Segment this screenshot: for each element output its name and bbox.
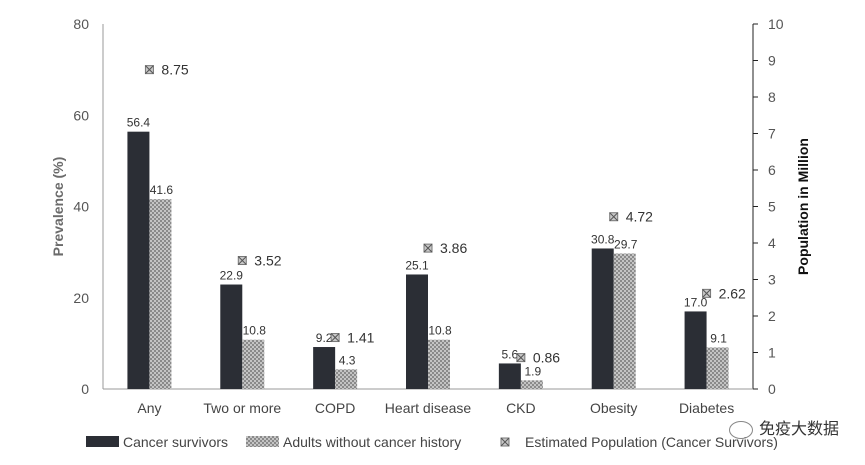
bars: Any 56.4 41.6 Two or more 22.9 10.8 COPD 9.2 4.3… <box>127 116 734 416</box>
estimated-population-marker <box>330 333 340 343</box>
marker-cross <box>516 353 526 362</box>
legend-label-cancer-survivors: Cancer survivors <box>123 434 228 450</box>
bar-value-label: 56.4 <box>127 116 151 130</box>
y-tick-label: 20 <box>73 290 89 306</box>
y2-tick-label: 4 <box>768 235 776 251</box>
bar-value-label: 41.6 <box>150 183 174 197</box>
x-tick-label: Obesity <box>590 400 637 416</box>
estimated-population-marker <box>609 212 619 222</box>
x-tick-label: Two or more <box>203 400 281 416</box>
bar-cancer-survivors <box>684 311 707 389</box>
bar-adults-without-cancer <box>520 380 543 389</box>
y-tick-label: 60 <box>73 107 89 123</box>
marker-value-label: 3.86 <box>440 240 467 256</box>
x-tick-label: Heart disease <box>385 400 472 416</box>
marker-cross <box>330 333 340 342</box>
marker-value-label: 3.52 <box>254 253 281 269</box>
bar-value-label: 4.3 <box>339 353 356 367</box>
bar-cancer-survivors <box>406 274 428 389</box>
marker-value-label: 8.75 <box>161 62 188 78</box>
y2-tick-label: 1 <box>768 345 776 361</box>
y2-tick-label: 2 <box>768 308 776 324</box>
x-tick-label: Any <box>137 400 161 416</box>
y2-tick-label: 0 <box>768 381 776 397</box>
marker-cross <box>423 243 433 253</box>
bar-adults-without-cancer <box>242 339 265 389</box>
bar-value-label: 5.6 <box>502 347 519 361</box>
estimated-population-marker <box>423 243 433 253</box>
bar-cancer-survivors <box>313 347 336 389</box>
bar-cancer-survivors <box>220 284 243 389</box>
marker-value-label: 2.62 <box>719 285 746 301</box>
bar-value-label: 10.8 <box>243 324 267 338</box>
y2-tick-label: 5 <box>768 199 776 215</box>
legend-label-estimated-population: Estimated Population (Cancer Survivors) <box>525 434 778 450</box>
watermark-text: 免疫大数据 <box>758 419 839 438</box>
y2-tick-label: 6 <box>768 162 776 178</box>
bar-adults-without-cancer <box>149 199 172 389</box>
bar-value-label: 9.2 <box>316 331 333 345</box>
bar-adults-without-cancer <box>613 253 636 389</box>
y2-tick-label: 8 <box>768 89 776 105</box>
marker-value-label: 1.41 <box>347 330 374 346</box>
axes: 0 20 40 60 80 0 1 2 3 4 5 6 7 8 9 10 Prevalence (%) Popul… <box>50 16 811 397</box>
marker-cross <box>237 256 247 265</box>
estimated-population-marker <box>144 65 154 75</box>
estimated-population-marker <box>702 288 712 298</box>
marker-cross <box>702 289 711 298</box>
marker-cross <box>145 65 154 74</box>
y2-tick-label: 10 <box>768 16 784 32</box>
estimated-population-marker <box>516 353 526 363</box>
bar-cancer-survivors <box>498 363 521 389</box>
marker-value-label: 0.86 <box>533 350 560 366</box>
legend-swatch-adults-without-cancer <box>246 436 279 447</box>
y-tick-label: 0 <box>81 381 89 397</box>
legend-label-adults-without-cancer: Adults without cancer history <box>283 434 461 450</box>
y-tick-label: 40 <box>73 199 89 215</box>
bar-value-label: 25.1 <box>405 258 429 272</box>
y-axis-title: Prevalence (%) <box>50 157 66 257</box>
bar-value-label: 29.7 <box>614 237 638 251</box>
bar-adults-without-cancer <box>335 369 358 389</box>
x-tick-label: CKD <box>506 400 536 416</box>
markers: 8.75 3.52 1.41 3.86 0.86 4.72 2.62 <box>144 62 746 366</box>
bar-cancer-survivors <box>127 131 150 390</box>
legend-marker-cross <box>500 437 510 447</box>
legend: Cancer survivors Adults without cancer hi… <box>86 434 778 450</box>
y-tick-label: 80 <box>73 16 89 32</box>
x-tick-label: COPD <box>315 400 355 416</box>
legend-swatch-cancer-survivors <box>86 436 119 447</box>
bar-adults-without-cancer <box>428 339 450 389</box>
bar-value-label: 30.8 <box>591 232 615 246</box>
bar-value-label: 17.0 <box>684 295 708 309</box>
marker-value-label: 4.72 <box>626 209 653 225</box>
bar-value-label: 1.9 <box>525 364 542 378</box>
y2-tick-label: 9 <box>768 53 776 69</box>
bar-value-label: 10.8 <box>428 324 452 338</box>
bar-value-label: 9.1 <box>710 331 727 345</box>
x-tick-label: Diabetes <box>679 400 734 416</box>
wechat-icon <box>728 420 753 439</box>
y2-tick-label: 7 <box>768 126 776 142</box>
marker-cross <box>609 212 619 222</box>
watermark: 免疫大数据 <box>728 415 839 439</box>
bar-value-label: 22.9 <box>220 269 244 283</box>
y2-tick-label: 3 <box>768 272 776 288</box>
bar-adults-without-cancer <box>706 347 729 389</box>
bar-cancer-survivors <box>591 248 614 389</box>
y2-axis-title: Population in Million <box>795 138 811 275</box>
estimated-population-marker <box>237 256 247 266</box>
